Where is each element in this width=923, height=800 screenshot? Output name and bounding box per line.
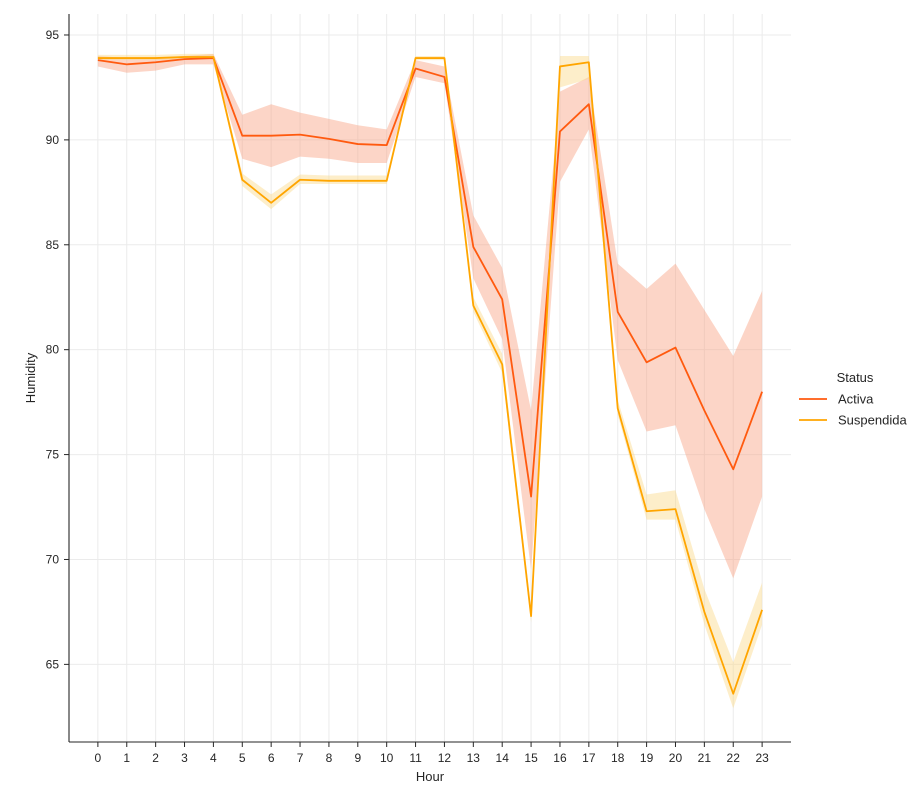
x-tick-label: 3 [181,751,188,765]
band-activa [97,53,763,579]
confidence-bands [97,53,763,709]
line-suspendida [97,56,763,695]
y-ticks: 65 70 75 80 85 90 95 [46,28,69,671]
y-tick-label: 85 [46,238,60,252]
y-tick-label: 65 [46,657,60,671]
legend-items: Activa Suspendida [799,392,907,428]
x-axis-label: Hour [416,769,445,784]
y-axis-label: Humidity [23,352,38,403]
x-tick-label: 20 [669,751,683,765]
x-tick-label: 0 [95,751,102,765]
y-tick-label: 90 [46,133,60,147]
legend-label-activa: Activa [838,392,874,407]
legend-label-suspendida: Suspendida [838,413,907,428]
series-lines [97,56,763,695]
y-tick-label: 75 [46,448,60,462]
x-tick-label: 19 [640,751,654,765]
x-tick-label: 9 [354,751,361,765]
x-tick-label: 4 [210,751,217,765]
x-tick-label: 6 [268,751,275,765]
y-tick-label: 80 [46,343,60,357]
x-tick-label: 14 [496,751,510,765]
x-tick-label: 22 [727,751,741,765]
x-tick-label: 16 [553,751,567,765]
axes [68,14,791,743]
line-activa [97,57,763,498]
y-tick-label: 95 [46,28,60,42]
x-tick-label: 23 [755,751,769,765]
x-tick-label: 10 [380,751,394,765]
x-ticks: 0 1 2 3 4 5 6 7 8 9 10 11 12 13 14 15 16 17 18 19 20 21 22 23 [95,742,769,765]
legend: Status Activa Suspendida [799,370,907,428]
x-tick-label: 13 [467,751,481,765]
x-tick-label: 8 [326,751,333,765]
x-tick-label: 21 [698,751,712,765]
x-tick-label: 5 [239,751,246,765]
legend-title: Status [837,370,874,385]
y-tick-label: 70 [46,552,60,566]
x-tick-label: 17 [582,751,596,765]
x-tick-label: 11 [409,751,422,765]
x-tick-label: 1 [123,751,130,765]
x-tick-label: 15 [524,751,538,765]
x-tick-label: 12 [438,751,452,765]
x-tick-label: 2 [152,751,159,765]
x-tick-label: 18 [611,751,625,765]
x-tick-label: 7 [297,751,304,765]
